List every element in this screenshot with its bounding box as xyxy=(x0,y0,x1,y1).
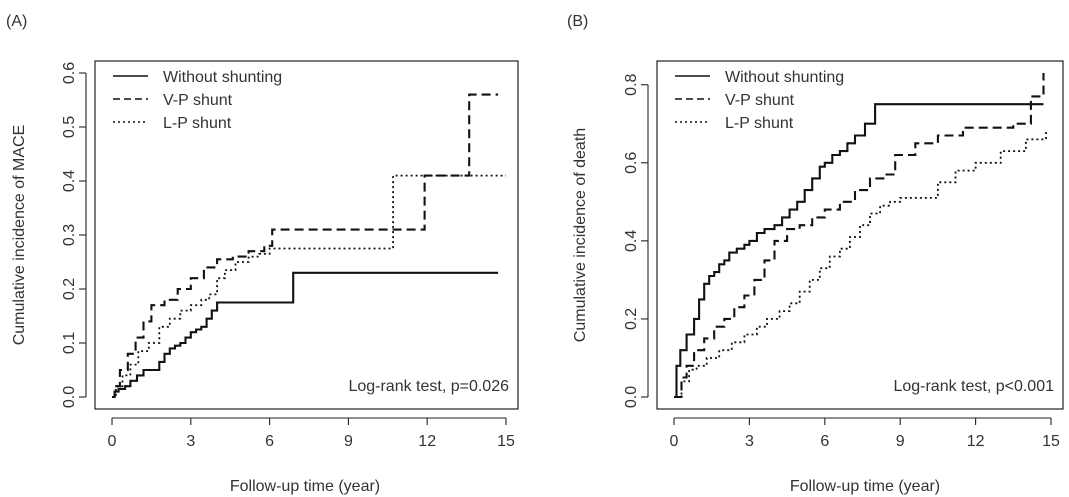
series-line-v-p-shunt xyxy=(674,73,1045,399)
chart-panel-a: (A) 0 3 6 9 12 15 0.0 0.1 0.2 0.3 0.4 0.5 0.6 Follow-u… xyxy=(6,13,519,495)
chart-panel-b: (B) 0 3 6 9 12 15 0.0 0.2 0.4 0.6 0.8 Follow-up time… xyxy=(567,13,1064,495)
series-line-l-p-shunt xyxy=(112,174,506,398)
y-tick-label: 0.0 xyxy=(623,386,640,408)
panel-label: (A) xyxy=(6,13,27,30)
x-tick-label: 6 xyxy=(820,433,829,450)
series-line-v-p-shunt xyxy=(112,93,499,399)
y-tick-label: 0.8 xyxy=(623,73,640,95)
series-line-l-p-shunt xyxy=(674,131,1047,398)
y-axis-title: Cumulative incidence of MACE xyxy=(11,125,28,346)
y-tick-label: 0.0 xyxy=(61,386,78,408)
legend-label: Without shunting xyxy=(163,69,282,86)
x-tick-label: 0 xyxy=(670,433,679,450)
y-tick-label: 0.4 xyxy=(623,230,640,252)
y-tick-label: 0.3 xyxy=(61,224,78,246)
x-tick-label: 15 xyxy=(1042,433,1060,450)
x-tick-label: 9 xyxy=(896,433,905,450)
series-line-without-shunting xyxy=(674,103,1044,399)
x-tick-label: 9 xyxy=(344,433,353,450)
legend-label: L-P shunt xyxy=(163,115,232,132)
x-tick-label: 3 xyxy=(745,433,754,450)
log-rank-annotation: Log-rank test, p=0.026 xyxy=(348,378,509,395)
x-tick-label: 12 xyxy=(967,433,985,450)
series-line-without-shunting xyxy=(112,271,499,399)
plot-frame xyxy=(94,60,519,410)
x-tick-label: 3 xyxy=(186,433,195,450)
x-tick-label: 6 xyxy=(265,433,274,450)
y-tick-label: 0.2 xyxy=(61,278,78,300)
x-tick-label: 0 xyxy=(108,433,117,450)
legend-label: V-P shunt xyxy=(163,92,233,109)
legend-label: V-P shunt xyxy=(725,92,795,109)
y-tick-label: 0.6 xyxy=(623,152,640,174)
legend-label: Without shunting xyxy=(725,69,844,86)
log-rank-annotation: Log-rank test, p<0.001 xyxy=(893,378,1054,395)
x-tick-label: 15 xyxy=(497,433,515,450)
legend-label: L-P shunt xyxy=(725,115,794,132)
y-tick-label: 0.2 xyxy=(623,308,640,330)
panel-label: (B) xyxy=(567,13,588,30)
plot-frame xyxy=(656,60,1064,410)
y-tick-label: 0.5 xyxy=(61,116,78,138)
x-tick-label: 12 xyxy=(418,433,436,450)
y-axis-title: Cumulative incidence of death xyxy=(572,128,589,342)
x-axis-title: Follow-up time (year) xyxy=(790,478,940,495)
y-tick-label: 0.6 xyxy=(61,62,78,84)
y-tick-label: 0.1 xyxy=(61,332,78,354)
x-axis-title: Follow-up time (year) xyxy=(230,478,380,495)
y-tick-label: 0.4 xyxy=(61,170,78,192)
